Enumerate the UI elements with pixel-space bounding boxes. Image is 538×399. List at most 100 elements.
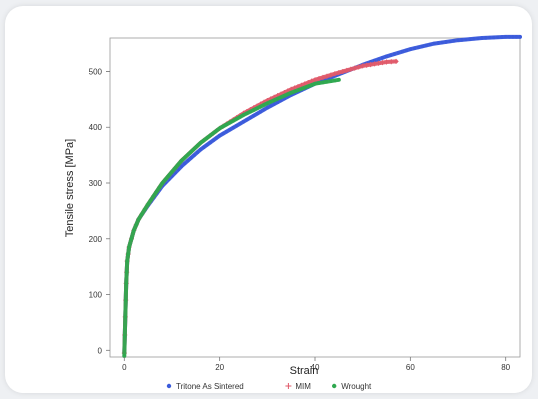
data-point <box>488 35 492 40</box>
data-point <box>272 102 276 106</box>
data-point <box>251 108 256 112</box>
data-point <box>217 133 222 138</box>
y-tick-label: 400 <box>89 123 103 132</box>
data-point <box>123 315 128 319</box>
data-point <box>211 138 216 143</box>
data-point <box>255 106 259 111</box>
chart-figure: 0 20 40 60 80 0 100 200 300 400 500 Strain Tensile… <box>19 8 524 393</box>
data-point <box>432 41 436 46</box>
data-point <box>317 81 321 85</box>
data-point <box>241 113 246 117</box>
data-point <box>248 109 253 114</box>
data-point <box>472 36 476 41</box>
data-point <box>224 129 229 134</box>
plot-frame <box>109 37 521 358</box>
data-point <box>312 77 318 83</box>
data-point <box>198 147 203 152</box>
data-point <box>245 117 249 122</box>
data-point <box>452 38 456 43</box>
data-point <box>388 59 394 65</box>
data-point <box>380 60 386 66</box>
data-point <box>448 39 452 44</box>
data-point <box>396 50 401 55</box>
data-point <box>205 136 209 140</box>
data-point <box>400 49 405 54</box>
data-point <box>293 89 297 93</box>
data-point <box>376 60 382 66</box>
data-point <box>238 121 242 126</box>
data-point <box>192 153 197 157</box>
x-tick-label: 60 <box>406 363 415 372</box>
data-point <box>182 155 187 160</box>
chart-card: 0 20 40 60 80 0 100 200 300 400 500 Strain Tensile… <box>5 6 532 393</box>
data-point <box>456 38 460 43</box>
data-point <box>231 125 236 130</box>
data-point <box>146 202 150 206</box>
data-point <box>340 68 346 74</box>
data-point <box>205 143 209 147</box>
data-point <box>189 156 193 160</box>
data-point <box>412 46 417 51</box>
y-tick-label: 300 <box>89 179 103 188</box>
data-point <box>126 252 130 256</box>
data-point <box>124 270 129 275</box>
data-point <box>368 62 374 68</box>
data-point <box>384 59 390 65</box>
data-point <box>275 96 280 101</box>
data-point <box>380 55 385 60</box>
data-point <box>268 99 273 104</box>
x-tick-label: 20 <box>215 363 224 372</box>
chart-svg: 0 20 40 60 80 0 100 200 300 400 500 Strain Tensile… <box>64 34 522 391</box>
x-tick-label: 80 <box>501 363 510 372</box>
data-point <box>503 35 508 39</box>
data-point <box>208 140 212 145</box>
data-point <box>241 119 246 124</box>
data-point <box>234 116 239 121</box>
legend-label: Wrought <box>341 382 372 391</box>
data-point <box>372 58 377 63</box>
data-point <box>320 74 326 80</box>
data-point <box>313 81 317 86</box>
data-point <box>201 138 206 143</box>
y-tick-label: 0 <box>98 346 103 355</box>
data-point <box>328 72 334 78</box>
data-point <box>372 61 378 67</box>
data-point <box>499 35 504 39</box>
data-point <box>149 198 153 202</box>
data-point <box>384 54 389 59</box>
data-point <box>309 83 313 88</box>
data-point <box>224 122 229 127</box>
data-point <box>428 42 433 47</box>
data-point <box>356 64 362 70</box>
data-point <box>154 189 159 194</box>
series-wrought <box>122 77 341 358</box>
data-point <box>262 107 266 112</box>
data-point <box>163 177 168 182</box>
data-point <box>125 259 129 263</box>
data-point <box>231 118 236 123</box>
data-point <box>491 35 496 40</box>
data-point <box>289 90 293 95</box>
data-point <box>179 158 184 163</box>
x-tick-label: 0 <box>122 363 127 372</box>
data-point <box>309 78 315 84</box>
x-tick-label: 40 <box>311 363 320 372</box>
data-point <box>282 93 287 98</box>
data-point <box>195 150 200 155</box>
data-point <box>265 101 270 106</box>
data-point <box>352 65 358 71</box>
legend-dot-icon <box>166 383 172 389</box>
data-point <box>192 146 197 151</box>
data-point <box>143 207 147 212</box>
data-point <box>221 124 225 129</box>
data-point <box>170 170 174 174</box>
data-point <box>321 80 325 85</box>
data-point <box>157 185 162 190</box>
data-point <box>262 103 266 107</box>
data-point <box>211 131 216 135</box>
data-point <box>251 113 256 118</box>
data-point <box>179 164 184 169</box>
legend-dot-icon <box>332 383 337 389</box>
data-point <box>476 36 480 41</box>
data-point <box>464 37 468 42</box>
